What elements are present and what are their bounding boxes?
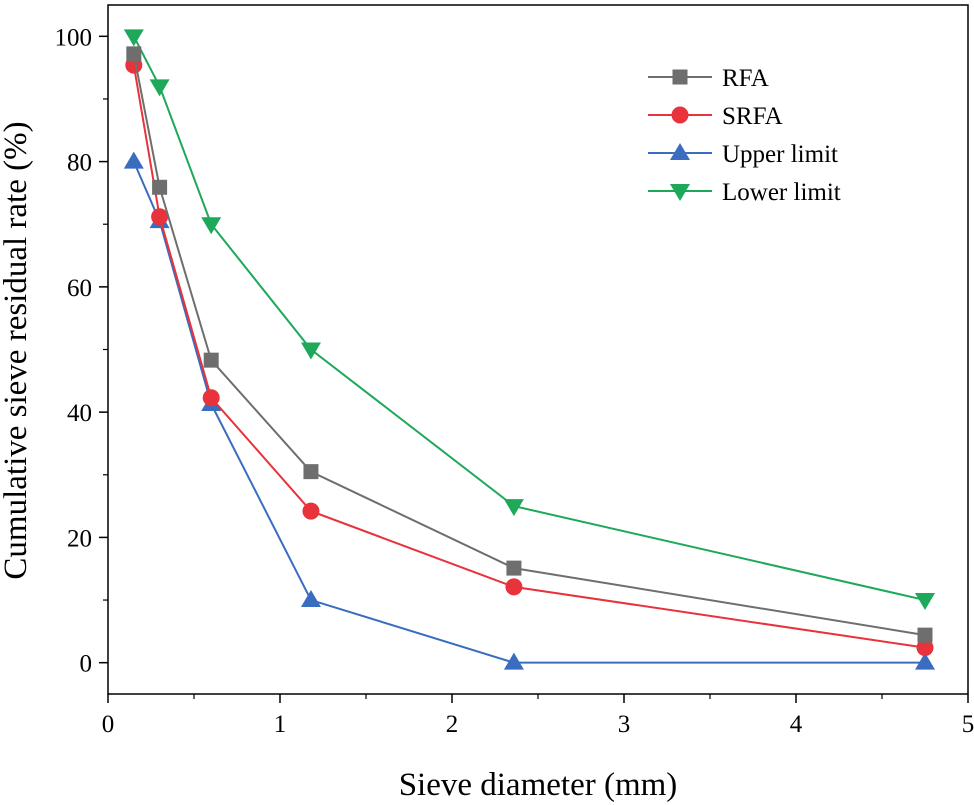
data-point — [151, 208, 169, 226]
data-point — [300, 342, 321, 360]
y-tick-label: 40 — [67, 400, 92, 427]
legend-marker — [670, 143, 690, 160]
series-lower-limit — [123, 29, 935, 611]
plot-series — [123, 29, 935, 670]
data-point — [202, 389, 220, 407]
legend-item: Upper limit — [648, 141, 838, 168]
legend-label: SRFA — [722, 103, 783, 130]
data-point — [915, 593, 935, 611]
data-point — [152, 179, 168, 195]
data-point — [916, 639, 934, 657]
x-tick-label: 3 — [618, 711, 631, 738]
data-point — [506, 560, 522, 576]
legend-marker — [670, 184, 690, 201]
data-point — [300, 590, 321, 608]
x-tick-label: 5 — [962, 711, 974, 738]
y-tick-label: 60 — [67, 275, 92, 302]
y-tick-label: 20 — [67, 525, 92, 552]
data-point — [505, 578, 523, 596]
y-tick-label: 80 — [67, 150, 92, 177]
y-tick-label: 100 — [55, 24, 93, 51]
legend-label: RFA — [722, 65, 769, 92]
data-point — [303, 464, 319, 480]
data-point — [123, 151, 144, 169]
data-point — [503, 499, 524, 517]
series-upper-limit — [123, 151, 935, 670]
data-point — [302, 502, 320, 520]
legend-marker — [672, 69, 688, 85]
data-point — [126, 46, 142, 62]
data-point — [123, 29, 144, 47]
x-tick-label: 4 — [790, 711, 803, 738]
x-tick-label: 2 — [446, 711, 459, 738]
x-tick-label: 0 — [102, 711, 115, 738]
axes: 0 1 2 3 4 5 0 20 40 60 80 100 — [55, 4, 974, 738]
legend-label: Upper limit — [722, 141, 838, 168]
data-point — [203, 352, 219, 368]
y-axis-title: Cumulative sieve residual rate (%) — [0, 121, 34, 579]
series-line — [132, 53, 926, 637]
data-point — [201, 217, 222, 235]
legend-item: RFA — [648, 65, 769, 92]
x-axis-title: Sieve diameter (mm) — [399, 767, 678, 803]
series-line — [132, 35, 926, 602]
series-line — [132, 161, 925, 664]
x-tick-label: 1 — [274, 711, 287, 738]
legend-marker — [671, 106, 689, 124]
y-tick-label: 0 — [80, 651, 93, 678]
data-point — [503, 652, 524, 670]
data-point — [915, 652, 935, 670]
series-rfa — [126, 46, 933, 643]
legend: RFA SRFA Upper limit Lower limit — [648, 65, 841, 206]
data-point — [917, 627, 933, 643]
legend-item: SRFA — [648, 103, 783, 130]
legend-item: Lower limit — [648, 179, 841, 206]
data-point — [149, 79, 170, 97]
legend-label: Lower limit — [722, 179, 841, 206]
